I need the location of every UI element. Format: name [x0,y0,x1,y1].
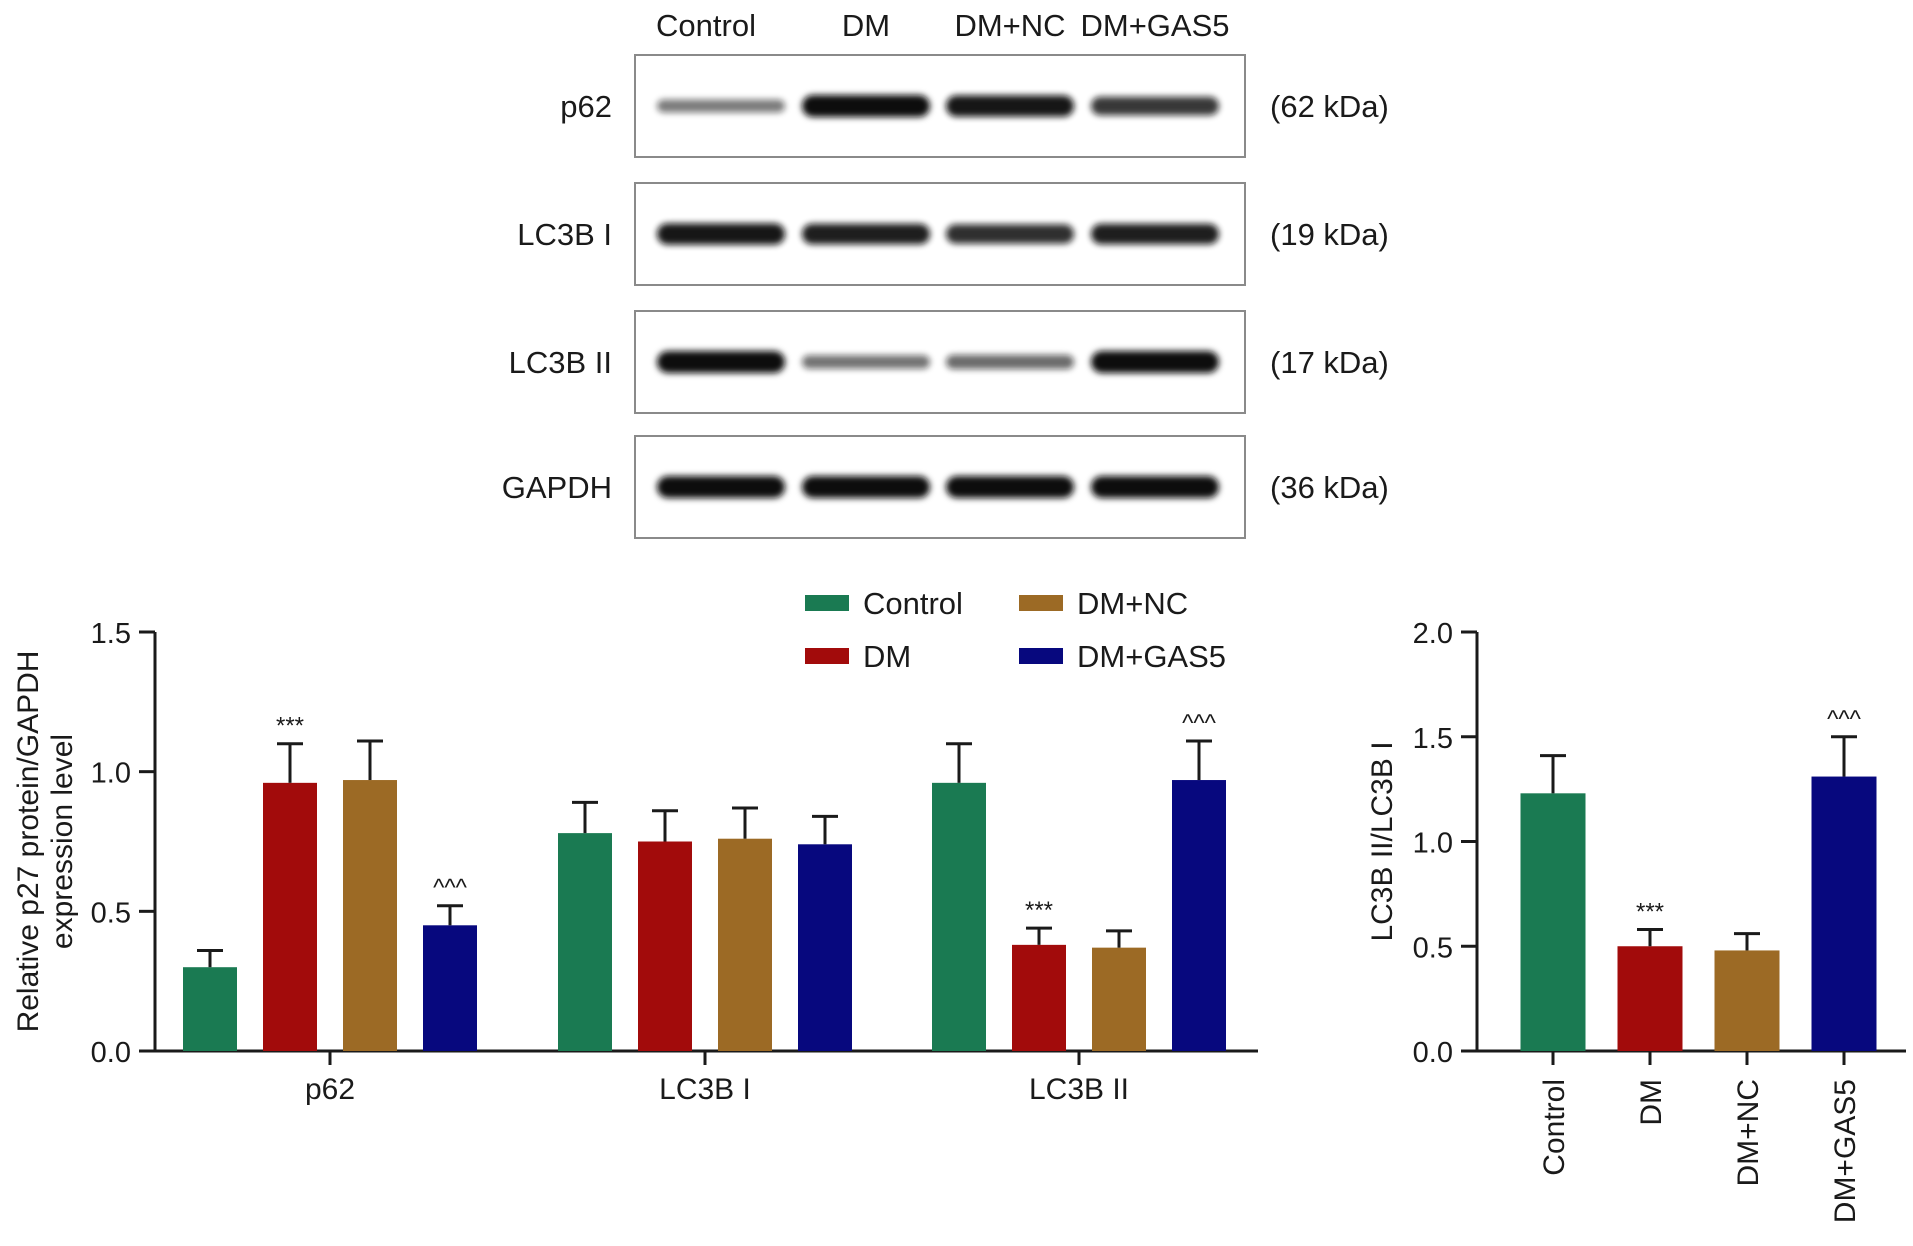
bar-dm-gas5 [1172,780,1226,1051]
bar-dm [638,841,692,1051]
blot-band [657,351,785,373]
legend-swatch [805,595,849,611]
x-tick-label: DM+GAS5 [1829,1079,1862,1223]
bar-dm-gas5 [1811,776,1877,1051]
blot-band [802,223,930,245]
blot-row-3: GAPDH (36 kDa) [502,435,1389,539]
y-tick-label: 0.0 [91,1037,131,1069]
size-label: (36 kDa) [1270,470,1389,505]
legend-swatch [1019,648,1063,664]
legend-label: DM+GAS5 [1077,639,1226,674]
ratio-bar-chart: 0.0 0.5 1.0 1.5 2.0 LC3B II/LC3B I Control *** D… [1366,618,1906,1223]
blot-band [802,95,930,117]
grouped-bar-chart: 0.0 0.5 1.0 1.5 Relative p27 protein/GAPDHex… [12,586,1258,1106]
blot-band [946,476,1074,498]
blot-row-2: LC3B II (17 kDa) [509,310,1389,414]
blot-band [802,476,930,498]
x-tick-label: LC3B II [1029,1073,1129,1106]
legend-item: DM+NC [1019,586,1188,621]
lane-label: DM+GAS5 [1080,8,1229,43]
x-tick-label: p62 [305,1073,355,1106]
blot-band [657,223,785,245]
size-label: (19 kDa) [1270,217,1389,252]
y-axis-label: Relative p27 protein/GAPDHexpression lev… [12,651,79,1033]
bar-dm-nc [1714,950,1780,1051]
bar-control [932,782,986,1051]
y-tick-label: 1.5 [91,618,131,650]
lane-label: Control [656,8,756,43]
blot-band [657,99,785,113]
significance-mark: *** [276,713,304,740]
blot-band [1091,96,1219,116]
x-tick-label: DM [1635,1079,1668,1126]
lane-label: DM [842,8,890,43]
lane-label: DM+NC [954,8,1065,43]
protein-label: GAPDH [502,470,612,505]
blot-band [946,354,1074,370]
bar-dm-nc [343,780,397,1051]
blot-band [802,355,930,369]
blot-band [946,95,1074,117]
bar-dm [1617,946,1683,1051]
x-tick-label: DM+NC [1732,1079,1765,1187]
blot-band [1091,223,1219,245]
y-axis-label-line: expression level [46,734,79,949]
bar-dm-gas5 [798,844,852,1051]
size-label: (62 kDa) [1270,89,1389,124]
legend-item: DM+GAS5 [1019,639,1226,674]
y-tick-label: 1.5 [1413,723,1453,755]
bar-dm-gas5 [423,925,477,1051]
significance-mark: ^^^ [1182,710,1217,737]
significance-mark: ^^^ [433,875,468,902]
protein-label: LC3B II [509,345,612,380]
blot-band [657,476,785,498]
legend-item: DM [805,639,911,674]
y-tick-label: 0.5 [1413,932,1453,964]
size-label: (17 kDa) [1270,345,1389,380]
blot-band [1091,476,1219,498]
bar-control [558,833,612,1051]
legend-swatch [1019,595,1063,611]
x-tick-label: LC3B I [659,1073,751,1106]
significance-mark: *** [1025,897,1053,924]
bar-dm [263,782,317,1051]
y-tick-label: 0.5 [91,897,131,929]
legend-label: DM+NC [1077,586,1188,621]
protein-label: LC3B I [517,217,612,252]
y-tick-label: 2.0 [1413,618,1453,650]
protein-label: p62 [560,89,612,124]
y-tick-label: 1.0 [91,758,131,790]
x-tick-label: Control [1538,1079,1571,1176]
bar-control [1520,793,1586,1051]
y-axis-label-line: Relative p27 protein/GAPDH [12,651,45,1033]
significance-mark: ^^^ [1827,706,1862,733]
blot-band [946,224,1074,244]
blot-band [1091,351,1219,373]
blot-row-0: p62 (62 kDa) [560,54,1389,158]
legend-label: DM [863,639,911,674]
significance-mark: *** [1636,898,1664,925]
bar-dm [1012,944,1066,1051]
bar-control [183,967,237,1051]
blot-row-1: LC3B I (19 kDa) [517,182,1389,286]
bar-dm-nc [718,838,772,1051]
legend-swatch [805,648,849,664]
legend-label: Control [863,586,963,621]
y-axis-label: LC3B II/LC3B I [1366,741,1399,941]
legend-item: Control [805,586,963,621]
bar-dm-nc [1092,947,1146,1051]
y-tick-label: 0.0 [1413,1037,1453,1069]
y-tick-label: 1.0 [1413,828,1453,860]
